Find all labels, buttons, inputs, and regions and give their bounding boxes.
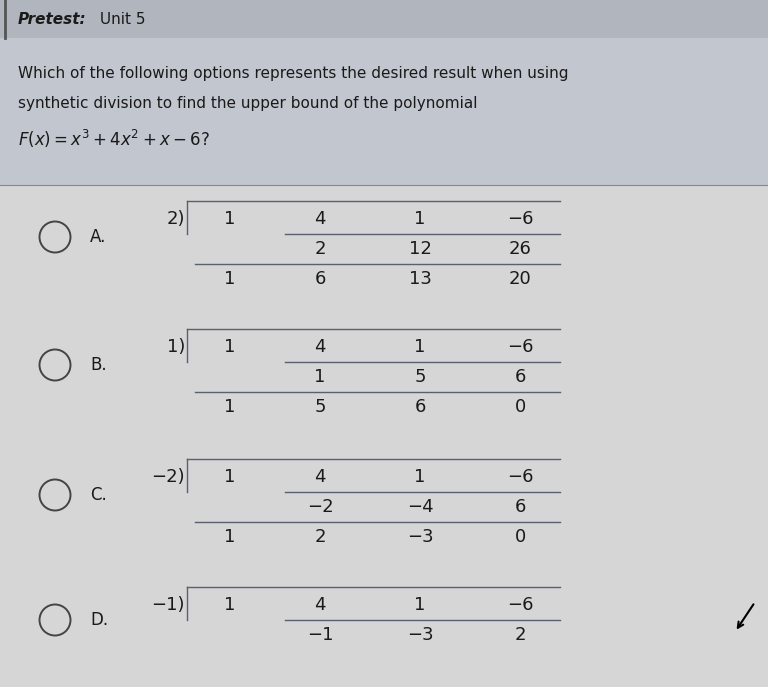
Text: C.: C.	[90, 486, 107, 504]
Text: 1: 1	[224, 398, 236, 416]
Text: 2: 2	[515, 626, 526, 644]
Text: 1: 1	[224, 338, 236, 356]
Text: A.: A.	[90, 228, 107, 246]
Text: D.: D.	[90, 611, 108, 629]
Text: 4: 4	[314, 596, 326, 614]
Text: 1: 1	[414, 210, 425, 228]
Text: −2: −2	[306, 498, 333, 516]
Text: $F(x) = x^3 + 4x^2 + x - 6?$: $F(x) = x^3 + 4x^2 + x - 6?$	[18, 128, 210, 150]
Text: 4: 4	[314, 210, 326, 228]
Text: 6: 6	[414, 398, 425, 416]
Text: 13: 13	[409, 270, 432, 288]
Text: 0: 0	[515, 398, 525, 416]
Text: 6: 6	[515, 368, 525, 386]
Text: −6: −6	[507, 596, 533, 614]
Bar	[0, 185, 768, 687]
Text: 4: 4	[314, 338, 326, 356]
Text: synthetic division to find the upper bound of the polynomial: synthetic division to find the upper bou…	[18, 96, 478, 111]
Text: 2: 2	[314, 240, 326, 258]
Text: 6: 6	[314, 270, 326, 288]
Text: Pretest:: Pretest:	[18, 12, 87, 27]
Text: 26: 26	[508, 240, 531, 258]
Text: −1): −1)	[151, 596, 185, 614]
Text: 12: 12	[409, 240, 432, 258]
Text: −6: −6	[507, 468, 533, 486]
Text: 4: 4	[314, 468, 326, 486]
Text: −1: −1	[306, 626, 333, 644]
Text: 6: 6	[515, 498, 525, 516]
Text: 1): 1)	[167, 338, 185, 356]
Text: 0: 0	[515, 528, 525, 546]
Bar	[0, 0, 768, 185]
Text: 1: 1	[414, 338, 425, 356]
Text: −2): −2)	[151, 468, 185, 486]
Text: −6: −6	[507, 210, 533, 228]
Text: Unit 5: Unit 5	[95, 12, 145, 27]
Text: 2: 2	[314, 528, 326, 546]
Text: 1: 1	[414, 468, 425, 486]
Text: −4: −4	[407, 498, 433, 516]
Text: −6: −6	[507, 338, 533, 356]
Text: 20: 20	[508, 270, 531, 288]
Text: 5: 5	[414, 368, 425, 386]
Text: −3: −3	[407, 626, 433, 644]
Text: −3: −3	[407, 528, 433, 546]
Text: 2): 2)	[167, 210, 185, 228]
Bar	[0, 0, 768, 38]
Text: 1: 1	[224, 596, 236, 614]
Text: Which of the following options represents the desired result when using: Which of the following options represent…	[18, 66, 568, 81]
Text: 1: 1	[224, 270, 236, 288]
Text: 5: 5	[314, 398, 326, 416]
Text: 1: 1	[224, 468, 236, 486]
Text: 1: 1	[414, 596, 425, 614]
Text: 1: 1	[224, 210, 236, 228]
Text: B.: B.	[90, 356, 107, 374]
Text: 1: 1	[314, 368, 326, 386]
Text: 1: 1	[224, 528, 236, 546]
